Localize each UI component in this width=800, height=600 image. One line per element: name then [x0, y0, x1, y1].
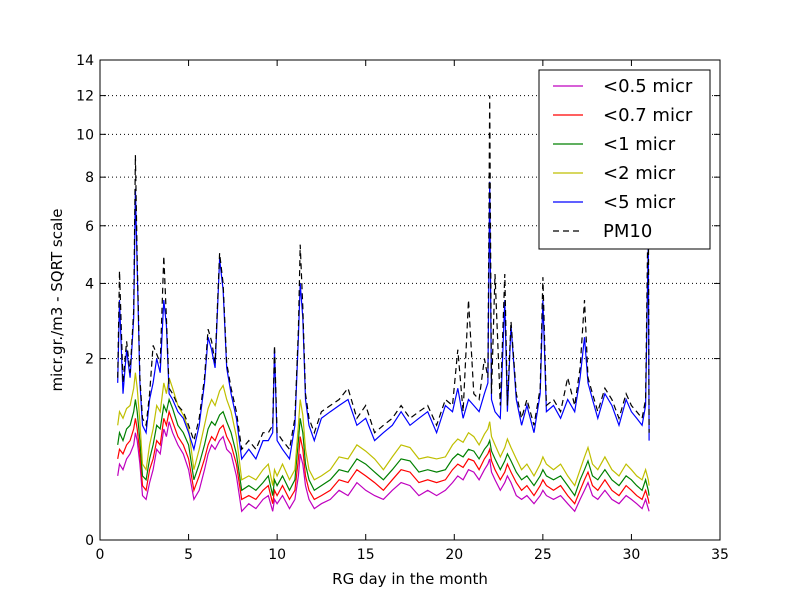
series-line-4	[117, 181, 650, 461]
y-tick-label: 12	[76, 89, 94, 105]
legend-label-0: <0.5 micr	[603, 76, 693, 97]
legend-label-3: <2 micr	[603, 163, 676, 184]
x-tick-label: 10	[268, 547, 286, 563]
y-tick-label: 4	[85, 276, 94, 292]
series-layer	[117, 95, 650, 513]
legend-label-2: <1 micr	[603, 134, 676, 155]
x-tick-label: 15	[357, 547, 375, 563]
x-tick-label: 0	[96, 547, 105, 563]
x-tick-label: 25	[534, 547, 552, 563]
axes	[99, 59, 721, 541]
x-axis-label: RG day in the month	[332, 570, 488, 588]
series-line-5	[117, 95, 650, 451]
x-tick-label: 30	[623, 547, 641, 563]
legend-label-4: <5 micr	[603, 192, 676, 213]
legend-label-5: PM10	[603, 221, 652, 242]
x-tick-label: 20	[445, 547, 463, 563]
y-tick-label: 10	[76, 127, 94, 143]
legend-label-1: <0.7 micr	[603, 105, 693, 126]
legend: <0.5 micr <0.7 micr <1 micr <2 micr <5 micr P…	[538, 69, 711, 250]
x-tick-label: 35	[711, 547, 729, 563]
series-line-3	[117, 372, 650, 487]
plot-frame	[99, 59, 721, 541]
y-tick-label: 6	[85, 219, 94, 235]
legend-box	[538, 69, 711, 250]
series-line-1	[117, 409, 650, 505]
series-line-0	[117, 421, 650, 513]
tick-labels: 0 5 10 15 20 25 30 35 0 2 4 6 8 10 12 14	[76, 53, 729, 563]
y-tick-label: 14	[76, 53, 94, 69]
series-line-2	[117, 397, 650, 497]
x-tick-label: 5	[184, 547, 193, 563]
y-tick-label: 8	[85, 170, 94, 186]
y-axis-label: micr.gr./m3 - SQRT scale	[48, 208, 66, 391]
y-tick-label: 2	[85, 352, 94, 368]
y-tick-label: 0	[85, 533, 94, 549]
